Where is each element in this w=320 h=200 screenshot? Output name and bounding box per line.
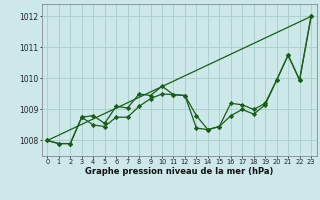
X-axis label: Graphe pression niveau de la mer (hPa): Graphe pression niveau de la mer (hPa)	[85, 167, 273, 176]
